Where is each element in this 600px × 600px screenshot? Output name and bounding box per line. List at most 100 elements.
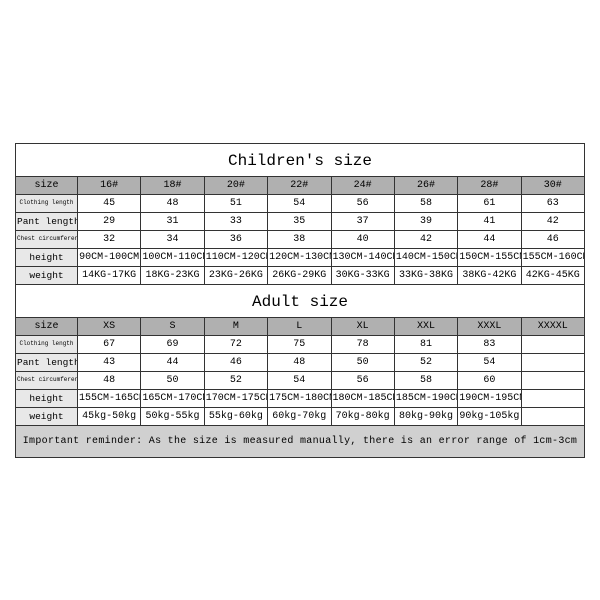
table-row: Pant length43444648505254 — [16, 353, 585, 371]
row-label: Clothing length — [16, 335, 78, 353]
cell — [521, 407, 584, 425]
adult-header-row: size XS S M L XL XXL XXXL XXXXL — [16, 317, 585, 335]
cell: 46 — [521, 230, 584, 248]
children-size-2: 20# — [204, 176, 267, 194]
cell: 36 — [204, 230, 267, 248]
cell: 120CM-130CM — [268, 248, 331, 266]
adult-body: Clothing length67697275788183Pant length… — [16, 335, 585, 425]
children-title: Children's size — [15, 143, 585, 176]
row-label: height — [16, 389, 78, 407]
adult-size-1: S — [141, 317, 204, 335]
cell: 34 — [141, 230, 204, 248]
cell: 48 — [78, 371, 141, 389]
adult-size-5: XXL — [394, 317, 457, 335]
cell: 83 — [458, 335, 521, 353]
cell: 51 — [204, 194, 267, 212]
row-label: weight — [16, 266, 78, 284]
children-size-7: 30# — [521, 176, 584, 194]
cell: 45kg-50kg — [78, 407, 141, 425]
cell: 175CM-180CM — [268, 389, 331, 407]
cell: 23KG-26KG — [204, 266, 267, 284]
children-size-1: 18# — [141, 176, 204, 194]
table-row: weight45kg-50kg50kg-55kg55kg-60kg60kg-70… — [16, 407, 585, 425]
cell: 46 — [204, 353, 267, 371]
cell: 150CM-155CM — [458, 248, 521, 266]
cell: 58 — [394, 371, 457, 389]
cell: 39 — [394, 212, 457, 230]
cell: 48 — [141, 194, 204, 212]
adult-size-6: XXXL — [458, 317, 521, 335]
cell: 63 — [521, 194, 584, 212]
row-label: Pant length — [16, 353, 78, 371]
cell: 41 — [458, 212, 521, 230]
cell: 40 — [331, 230, 394, 248]
footer-note: Important reminder: As the size is measu… — [15, 426, 585, 458]
cell: 42KG-45KG — [521, 266, 584, 284]
size-chart: Children's size size 16# 18# 20# 22# 24#… — [15, 143, 585, 458]
cell: 72 — [204, 335, 267, 353]
cell: 190CM-195CM — [458, 389, 521, 407]
cell: 58 — [394, 194, 457, 212]
cell: 31 — [141, 212, 204, 230]
table-row: Pant length2931333537394142 — [16, 212, 585, 230]
cell: 44 — [141, 353, 204, 371]
row-label: height — [16, 248, 78, 266]
cell: 155CM-165CM — [78, 389, 141, 407]
children-table: size 16# 18# 20# 22# 24# 26# 28# 30# Clo… — [15, 176, 585, 285]
cell: 54 — [268, 194, 331, 212]
children-header-row: size 16# 18# 20# 22# 24# 26# 28# 30# — [16, 176, 585, 194]
cell: 69 — [141, 335, 204, 353]
cell: 56 — [331, 371, 394, 389]
table-row: height155CM-165CM165CM-170CM170CM-175CM1… — [16, 389, 585, 407]
adult-header-label: size — [16, 317, 78, 335]
cell: 90kg-105kg — [458, 407, 521, 425]
adult-table: size XS S M L XL XXL XXXL XXXXL Clothing… — [15, 317, 585, 426]
cell: 70kg-80kg — [331, 407, 394, 425]
table-row: Clothing length4548515456586163 — [16, 194, 585, 212]
cell: 155CM-160CM — [521, 248, 584, 266]
adult-size-4: XL — [331, 317, 394, 335]
adult-size-0: XS — [78, 317, 141, 335]
table-row: height90CM-100CM100CM-110CM110CM-120CM12… — [16, 248, 585, 266]
cell: 38KG-42KG — [458, 266, 521, 284]
children-size-6: 28# — [458, 176, 521, 194]
cell: 45 — [78, 194, 141, 212]
cell: 90CM-100CM — [78, 248, 141, 266]
cell: 33 — [204, 212, 267, 230]
cell: 60kg-70kg — [268, 407, 331, 425]
table-row: weight14KG-17KG18KG-23KG23KG-26KG26KG-29… — [16, 266, 585, 284]
cell: 35 — [268, 212, 331, 230]
cell: 130CM-140CM — [331, 248, 394, 266]
cell: 78 — [331, 335, 394, 353]
cell: 170CM-175CM — [204, 389, 267, 407]
children-size-4: 24# — [331, 176, 394, 194]
cell: 81 — [394, 335, 457, 353]
table-row: Chest circumference 1/23234363840424446 — [16, 230, 585, 248]
cell: 42 — [394, 230, 457, 248]
cell: 75 — [268, 335, 331, 353]
table-row: Clothing length67697275788183 — [16, 335, 585, 353]
cell: 61 — [458, 194, 521, 212]
cell: 54 — [268, 371, 331, 389]
cell — [521, 335, 584, 353]
cell: 100CM-110CM — [141, 248, 204, 266]
cell: 50kg-55kg — [141, 407, 204, 425]
cell: 54 — [458, 353, 521, 371]
cell: 37 — [331, 212, 394, 230]
cell: 67 — [78, 335, 141, 353]
cell: 42 — [521, 212, 584, 230]
adult-size-3: L — [268, 317, 331, 335]
cell: 43 — [78, 353, 141, 371]
children-header-label: size — [16, 176, 78, 194]
cell: 56 — [331, 194, 394, 212]
cell: 110CM-120CM — [204, 248, 267, 266]
cell: 44 — [458, 230, 521, 248]
cell: 29 — [78, 212, 141, 230]
cell: 18KG-23KG — [141, 266, 204, 284]
adult-size-7: XXXXL — [521, 317, 584, 335]
cell: 165CM-170CM — [141, 389, 204, 407]
cell: 140CM-150CM — [394, 248, 457, 266]
children-size-3: 22# — [268, 176, 331, 194]
cell: 32 — [78, 230, 141, 248]
cell: 185CM-190CM — [394, 389, 457, 407]
